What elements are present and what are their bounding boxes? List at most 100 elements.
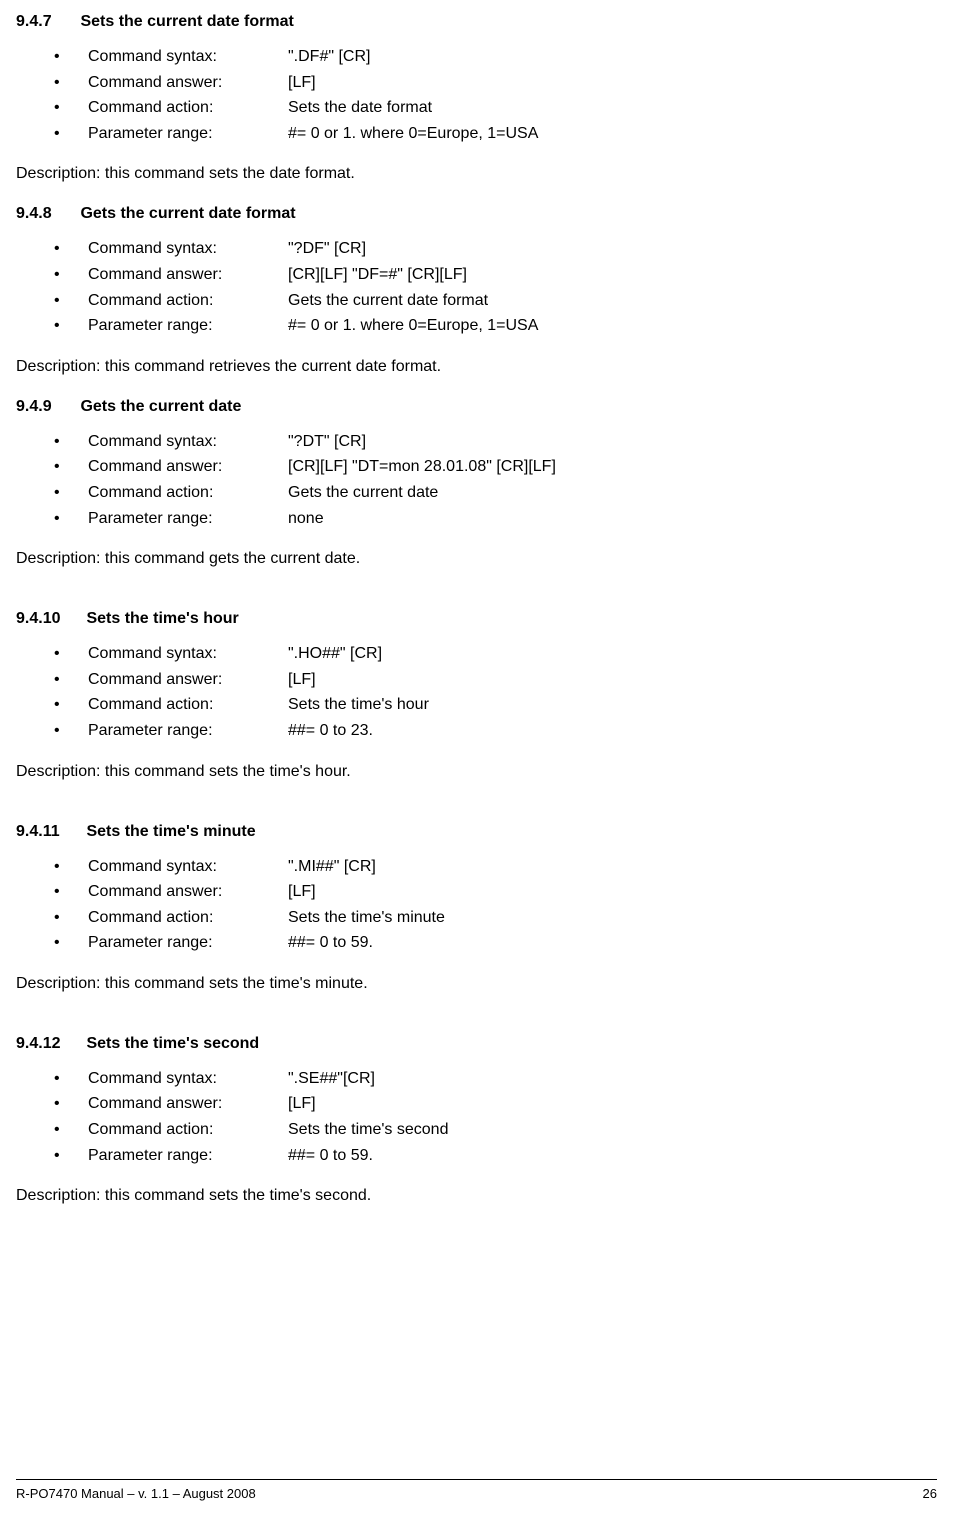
item-value: [CR][LF] "DF=#" [CR][LF] [288, 266, 467, 283]
item-value: [LF] [288, 1095, 316, 1112]
command-list: Command syntax:".HO##" [CR] Command answ… [16, 641, 937, 743]
list-item: Command answer:[LF] [54, 70, 937, 96]
list-item: Parameter range:#= 0 or 1. where 0=Europ… [54, 313, 937, 339]
list-item: Parameter range:none [54, 506, 937, 532]
list-item: Parameter range:#= 0 or 1. where 0=Europ… [54, 121, 937, 147]
list-item: Command answer:[CR][LF] "DF=#" [CR][LF] [54, 262, 937, 288]
item-label: Parameter range: [88, 121, 288, 147]
section-number: 9.4.11 [16, 820, 82, 844]
item-value: ".DF#" [CR] [288, 48, 370, 65]
section-description: Description: this command sets the time'… [16, 1184, 937, 1208]
item-label: Command answer: [88, 454, 288, 480]
list-item: Command syntax:"?DT" [CR] [54, 429, 937, 455]
list-item: Command answer:[CR][LF] "DT=mon 28.01.08… [54, 454, 937, 480]
section-heading-9-4-8: 9.4.8 Gets the current date format [16, 202, 937, 226]
item-label: Command syntax: [88, 1066, 288, 1092]
section-description: Description: this command gets the curre… [16, 547, 937, 571]
list-item: Command action:Sets the time's hour [54, 692, 937, 718]
section-heading-9-4-9: 9.4.9 Gets the current date [16, 395, 937, 419]
command-list: Command syntax:"?DT" [CR] Command answer… [16, 429, 937, 531]
item-value: [LF] [288, 883, 316, 900]
item-value: #= 0 or 1. where 0=Europe, 1=USA [288, 317, 538, 334]
section-number: 9.4.8 [16, 202, 76, 226]
section-title: Sets the current date format [80, 13, 293, 30]
list-item: Command action:Gets the current date [54, 480, 937, 506]
list-item: Command answer:[LF] [54, 667, 937, 693]
footer-left: R-PO7470 Manual – v. 1.1 – August 2008 [16, 1484, 256, 1504]
list-item: Command syntax:"?DF" [CR] [54, 236, 937, 262]
item-label: Command syntax: [88, 854, 288, 880]
item-label: Parameter range: [88, 313, 288, 339]
item-label: Parameter range: [88, 930, 288, 956]
item-label: Command answer: [88, 879, 288, 905]
item-label: Parameter range: [88, 718, 288, 744]
section-title: Sets the time's second [86, 1035, 259, 1052]
item-label: Command action: [88, 692, 288, 718]
command-list: Command syntax:".SE##"[CR] Command answe… [16, 1066, 937, 1168]
item-label: Command action: [88, 905, 288, 931]
section-heading-9-4-12: 9.4.12 Sets the time's second [16, 1032, 937, 1056]
section-title: Sets the time's hour [86, 610, 238, 627]
item-label: Command answer: [88, 1091, 288, 1117]
section-number: 9.4.12 [16, 1032, 82, 1056]
item-label: Command syntax: [88, 236, 288, 262]
list-item: Command action:Sets the time's second [54, 1117, 937, 1143]
list-item: Command answer:[LF] [54, 879, 937, 905]
list-item: Command syntax:".SE##"[CR] [54, 1066, 937, 1092]
item-label: Command answer: [88, 70, 288, 96]
item-value: none [288, 510, 324, 527]
command-list: Command syntax:".DF#" [CR] Command answe… [16, 44, 937, 146]
section-heading-9-4-7: 9.4.7 Sets the current date format [16, 10, 937, 34]
section-number: 9.4.10 [16, 607, 82, 631]
item-label: Command answer: [88, 262, 288, 288]
list-item: Parameter range:##= 0 to 23. [54, 718, 937, 744]
item-value: ".MI##" [CR] [288, 858, 376, 875]
section-title: Sets the time's minute [86, 823, 255, 840]
item-label: Parameter range: [88, 506, 288, 532]
item-value: Gets the current date format [288, 292, 488, 309]
item-value: ".HO##" [CR] [288, 645, 382, 662]
item-value: [LF] [288, 74, 316, 91]
section-title: Gets the current date [80, 398, 241, 415]
item-label: Command action: [88, 480, 288, 506]
item-value: Sets the date format [288, 99, 432, 116]
item-value: ##= 0 to 23. [288, 722, 373, 739]
item-label: Command syntax: [88, 641, 288, 667]
section-heading-9-4-11: 9.4.11 Sets the time's minute [16, 820, 937, 844]
item-label: Command syntax: [88, 429, 288, 455]
item-value: "?DF" [CR] [288, 240, 366, 257]
item-value: ##= 0 to 59. [288, 934, 373, 951]
section-description: Description: this command sets the time'… [16, 760, 937, 784]
footer-page-number: 26 [923, 1484, 937, 1504]
item-label: Command syntax: [88, 44, 288, 70]
item-value: [LF] [288, 671, 316, 688]
item-value: Sets the time's minute [288, 909, 445, 926]
item-value: Gets the current date [288, 484, 438, 501]
list-item: Command action:Gets the current date for… [54, 288, 937, 314]
item-label: Parameter range: [88, 1143, 288, 1169]
item-value: Sets the time's hour [288, 696, 429, 713]
list-item: Command syntax:".MI##" [CR] [54, 854, 937, 880]
item-label: Command action: [88, 288, 288, 314]
list-item: Command action:Sets the date format [54, 95, 937, 121]
item-value: ##= 0 to 59. [288, 1147, 373, 1164]
item-value: [CR][LF] "DT=mon 28.01.08" [CR][LF] [288, 458, 556, 475]
item-value: "?DT" [CR] [288, 433, 366, 450]
list-item: Command action:Sets the time's minute [54, 905, 937, 931]
section-description: Description: this command sets the time'… [16, 972, 937, 996]
item-value: ".SE##"[CR] [288, 1070, 375, 1087]
page-content: 9.4.7 Sets the current date format Comma… [16, 10, 937, 1208]
section-title: Gets the current date format [80, 205, 295, 222]
command-list: Command syntax:"?DF" [CR] Command answer… [16, 236, 937, 338]
item-value: #= 0 or 1. where 0=Europe, 1=USA [288, 125, 538, 142]
section-number: 9.4.7 [16, 10, 76, 34]
item-label: Command action: [88, 1117, 288, 1143]
list-item: Parameter range:##= 0 to 59. [54, 930, 937, 956]
item-label: Command action: [88, 95, 288, 121]
command-list: Command syntax:".MI##" [CR] Command answ… [16, 854, 937, 956]
list-item: Command syntax:".DF#" [CR] [54, 44, 937, 70]
section-number: 9.4.9 [16, 395, 76, 419]
section-description: Description: this command retrieves the … [16, 355, 937, 379]
page-footer: R-PO7470 Manual – v. 1.1 – August 2008 2… [16, 1479, 937, 1504]
list-item: Command answer:[LF] [54, 1091, 937, 1117]
